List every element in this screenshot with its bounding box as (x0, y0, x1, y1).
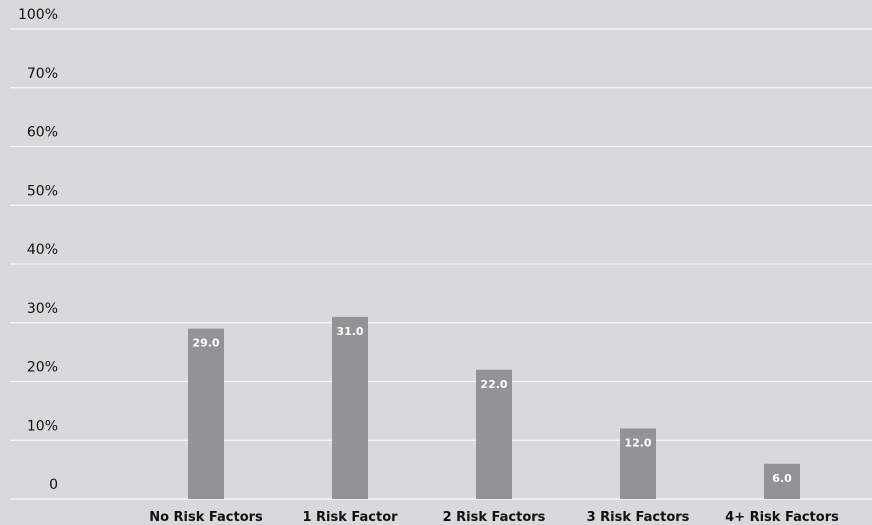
y-tick-label: 30% (27, 301, 58, 317)
value-label: 12.0 (624, 437, 651, 450)
x-tick-label: 3 Risk Factors (587, 510, 690, 525)
y-tick-label: 100% (18, 7, 58, 23)
bar (332, 316, 368, 499)
bar (764, 463, 800, 499)
value-label: 31.0 (336, 325, 363, 338)
x-tick-label: 1 Risk Factor (302, 510, 398, 525)
x-tick-label: 2 Risk Factors (443, 510, 546, 525)
value-label: 29.0 (192, 337, 219, 350)
bar (476, 369, 512, 499)
y-tick-label: 40% (27, 242, 58, 258)
bar (620, 428, 656, 499)
y-tick-label: 10% (27, 418, 58, 434)
y-tick-label: 70% (27, 66, 58, 82)
bar (188, 328, 224, 499)
value-label: 22.0 (480, 378, 507, 391)
y-tick-label: 0 (49, 477, 58, 493)
x-tick-label: No Risk Factors (149, 510, 263, 525)
y-tick-label: 60% (27, 125, 58, 141)
x-tick-label: 4+ Risk Factors (725, 510, 839, 525)
y-tick-label: 50% (27, 183, 58, 199)
y-tick-label: 20% (27, 360, 58, 376)
value-label: 6.0 (772, 472, 792, 485)
